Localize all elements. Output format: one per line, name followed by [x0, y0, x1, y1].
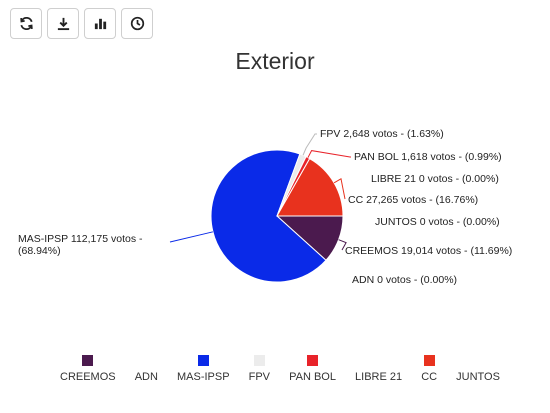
leader-line-mas-ipsp [169, 231, 214, 243]
history-button[interactable] [121, 8, 153, 39]
legend-swatch [423, 355, 435, 366]
legend-item-juntos[interactable]: JUNTOS [456, 355, 500, 383]
leader-line-creemos [338, 239, 347, 251]
legend-label: MAS-IPSP [176, 371, 230, 383]
chart-title: Exterior [235, 48, 315, 74]
legend-item-libre-21[interactable]: LIBRE 21 [355, 355, 402, 383]
legend-swatch [197, 355, 209, 366]
chart-legend: CREEMOS ADN MAS-IPSP FPV PAN BOL LIBRE 21 CC JU… [60, 355, 500, 383]
data-label-fpv: FPV 2,648 votos - (1.63%) [320, 128, 444, 140]
data-label-mas-ipsp: MAS-IPSP 112,175 votos -(68.94%) [18, 233, 143, 257]
legend-item-adn[interactable]: ADN [135, 355, 158, 383]
legend-item-creemos[interactable]: CREEMOS [60, 355, 116, 383]
bar-chart-button[interactable] [84, 8, 116, 39]
legend-swatch [141, 355, 152, 366]
legend-label: FPV [248, 371, 271, 383]
refresh-button[interactable] [10, 8, 42, 39]
legend-label: PAN BOL [289, 371, 336, 383]
chart-toolbar [10, 8, 153, 39]
legend-swatch [82, 355, 94, 366]
legend-item-fpv[interactable]: FPV [249, 355, 270, 383]
bar-chart-icon [94, 18, 106, 30]
pie-slice-cc[interactable] [276, 157, 344, 217]
data-label-adn: ADN 0 votos - (0.00%) [352, 274, 457, 286]
download-icon [57, 17, 69, 31]
refresh-icon [19, 16, 33, 31]
leader-line-fpv [302, 133, 317, 156]
legend-label: JUNTOS [456, 371, 500, 383]
data-label-cc: CC 27,265 votos - (16.76%) [348, 194, 478, 206]
legend-item-cc[interactable]: CC [421, 355, 437, 383]
legend-swatch [473, 355, 484, 366]
pie-slice-mas-ipsp[interactable] [210, 149, 327, 283]
legend-label: ADN [134, 371, 158, 383]
clock-icon [130, 16, 144, 31]
data-label-pan-bol: PAN BOL 1,618 votos - (0.99%) [354, 151, 502, 163]
data-label-libre-21: LIBRE 21 0 votos - (0.00%) [371, 173, 499, 185]
legend-label: LIBRE 21 [355, 371, 403, 383]
legend-item-mas-ipsp[interactable]: MAS-IPSP [177, 355, 230, 383]
leader-line-cc [333, 178, 346, 200]
legend-label: CC [421, 371, 438, 383]
legend-item-pan-bol[interactable]: PAN BOL [289, 355, 336, 383]
legend-swatch [373, 355, 384, 366]
legend-label: CREEMOS [60, 371, 116, 383]
data-label-creemos: CREEMOS 19,014 votos - (11.69%) [345, 245, 512, 257]
data-label-juntos: JUNTOS 0 votos - (0.00%) [375, 216, 500, 228]
download-button[interactable] [47, 8, 79, 39]
leader-line-pan-bol [307, 150, 351, 158]
legend-swatch [253, 355, 265, 366]
legend-swatch [307, 355, 319, 366]
